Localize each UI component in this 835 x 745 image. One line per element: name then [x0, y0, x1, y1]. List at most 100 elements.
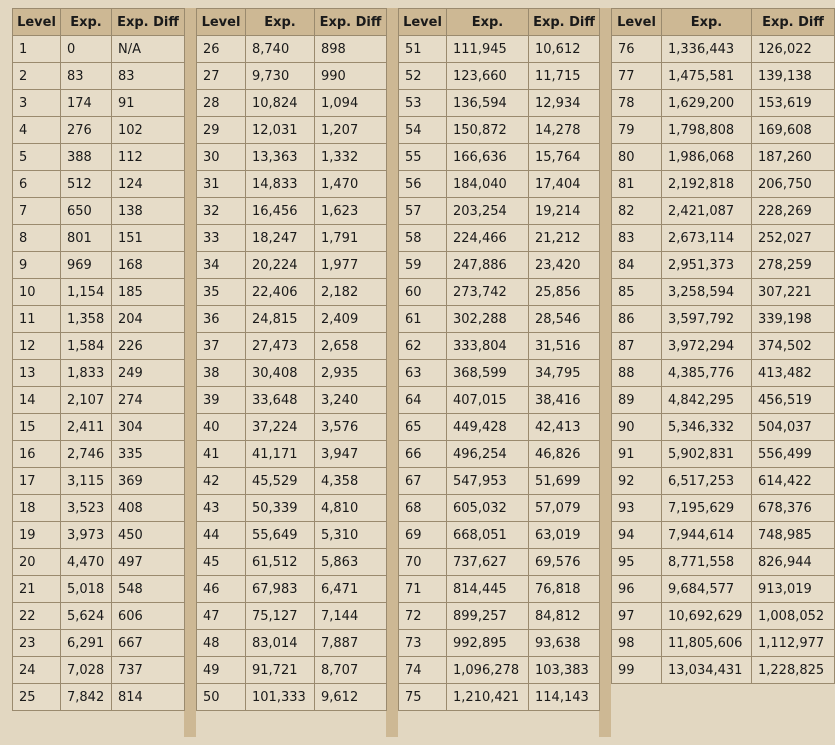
table-row: 11 1,358 204 — [12, 305, 185, 333]
exp-diff-cell: 31,516 — [528, 332, 600, 360]
table-row: 80 1,986,068 187,260 — [611, 143, 835, 171]
exp-cell: 14,833 — [245, 170, 315, 198]
table-row: 23 6,291 667 — [12, 629, 185, 657]
level-cell: 12 — [12, 332, 61, 360]
exp-cell: 1,096,278 — [446, 656, 529, 684]
exp-cell: 27,473 — [245, 332, 315, 360]
level-cell: 74 — [398, 656, 447, 684]
table-row: 63 368,599 34,795 — [398, 359, 600, 387]
exp-cell: 2,411 — [60, 413, 112, 441]
exp-diff-cell: 112 — [111, 143, 185, 171]
exp-diff-cell: 826,944 — [751, 548, 835, 576]
exp-diff-cell: 42,413 — [528, 413, 600, 441]
level-cell: 9 — [12, 251, 61, 279]
table-row: 44 55,649 5,310 — [196, 521, 387, 549]
exp-diff-cell: 63,019 — [528, 521, 600, 549]
exp-diff-cell: 2,409 — [314, 305, 387, 333]
table-row: 88 4,385,776 413,482 — [611, 359, 835, 387]
level-cell: 30 — [196, 143, 246, 171]
exp-diff-cell: 21,212 — [528, 224, 600, 252]
exp-cell: 276 — [60, 116, 112, 144]
exp-diff-cell: 46,826 — [528, 440, 600, 468]
xp-table-levels-51-75: Level Exp. Exp. Diff 51 111,945 10,612 52 123,6… — [398, 8, 600, 711]
exp-diff-header: Exp. Diff — [111, 8, 185, 36]
exp-diff-cell: 114,143 — [528, 683, 600, 711]
level-cell: 4 — [12, 116, 61, 144]
level-cell: 70 — [398, 548, 447, 576]
level-cell: 61 — [398, 305, 447, 333]
exp-diff-cell: 2,658 — [314, 332, 387, 360]
exp-diff-cell: 206,750 — [751, 170, 835, 198]
exp-cell: 203,254 — [446, 197, 529, 225]
exp-diff-cell: 102 — [111, 116, 185, 144]
exp-diff-cell: 5,863 — [314, 548, 387, 576]
exp-cell: 2,421,087 — [661, 197, 752, 225]
level-cell: 11 — [12, 305, 61, 333]
level-cell: 14 — [12, 386, 61, 414]
level-cell: 46 — [196, 575, 246, 603]
exp-diff-cell: 93,638 — [528, 629, 600, 657]
table-row: 2 83 83 — [12, 62, 185, 90]
exp-diff-cell: 51,699 — [528, 467, 600, 495]
table-row: 27 9,730 990 — [196, 62, 387, 90]
level-header: Level — [12, 8, 61, 36]
table-row: 49 91,721 8,707 — [196, 656, 387, 684]
exp-cell: 1,475,581 — [661, 62, 752, 90]
table-row: 92 6,517,253 614,422 — [611, 467, 835, 495]
level-cell: 89 — [611, 386, 662, 414]
exp-diff-cell: 57,079 — [528, 494, 600, 522]
level-cell: 78 — [611, 89, 662, 117]
table-row: 71 814,445 76,818 — [398, 575, 600, 603]
exp-diff-cell: 69,576 — [528, 548, 600, 576]
table-row: 26 8,740 898 — [196, 35, 387, 63]
exp-cell: 9,684,577 — [661, 575, 752, 603]
level-cell: 66 — [398, 440, 447, 468]
table-row: 91 5,902,831 556,499 — [611, 440, 835, 468]
exp-diff-cell: 76,818 — [528, 575, 600, 603]
exp-diff-cell: 614,422 — [751, 467, 835, 495]
exp-diff-cell: 15,764 — [528, 143, 600, 171]
exp-header: Exp. — [661, 8, 752, 36]
exp-cell: 7,842 — [60, 683, 112, 711]
level-cell: 38 — [196, 359, 246, 387]
level-cell: 69 — [398, 521, 447, 549]
level-cell: 15 — [12, 413, 61, 441]
table-row: 54 150,872 14,278 — [398, 116, 600, 144]
table-row: 4 276 102 — [12, 116, 185, 144]
exp-cell: 8,771,558 — [661, 548, 752, 576]
level-cell: 39 — [196, 386, 246, 414]
table-row: 67 547,953 51,699 — [398, 467, 600, 495]
table-row: 9 969 168 — [12, 251, 185, 279]
level-cell: 96 — [611, 575, 662, 603]
exp-diff-cell: 12,934 — [528, 89, 600, 117]
exp-cell: 4,385,776 — [661, 359, 752, 387]
exp-header: Exp. — [245, 8, 315, 36]
exp-cell: 13,363 — [245, 143, 315, 171]
exp-cell: 16,456 — [245, 197, 315, 225]
exp-cell: 368,599 — [446, 359, 529, 387]
level-header: Level — [196, 8, 246, 36]
table-row: 48 83,014 7,887 — [196, 629, 387, 657]
level-cell: 56 — [398, 170, 447, 198]
table-row: 83 2,673,114 252,027 — [611, 224, 835, 252]
level-cell: 92 — [611, 467, 662, 495]
level-cell: 86 — [611, 305, 662, 333]
table-row: 16 2,746 335 — [12, 440, 185, 468]
exp-diff-cell: 226 — [111, 332, 185, 360]
table-row: 57 203,254 19,214 — [398, 197, 600, 225]
table-row: 41 41,171 3,947 — [196, 440, 387, 468]
level-cell: 18 — [12, 494, 61, 522]
level-cell: 2 — [12, 62, 61, 90]
table-row: 19 3,973 450 — [12, 521, 185, 549]
exp-diff-cell: 2,182 — [314, 278, 387, 306]
table-row: 65 449,428 42,413 — [398, 413, 600, 441]
exp-diff-header: Exp. Diff — [314, 8, 387, 36]
table-row: 22 5,624 606 — [12, 602, 185, 630]
exp-cell: 7,944,614 — [661, 521, 752, 549]
exp-cell: 184,040 — [446, 170, 529, 198]
exp-cell: 45,529 — [245, 467, 315, 495]
exp-diff-cell: 413,482 — [751, 359, 835, 387]
table-row: 21 5,018 548 — [12, 575, 185, 603]
table-row: 51 111,945 10,612 — [398, 35, 600, 63]
level-cell: 68 — [398, 494, 447, 522]
